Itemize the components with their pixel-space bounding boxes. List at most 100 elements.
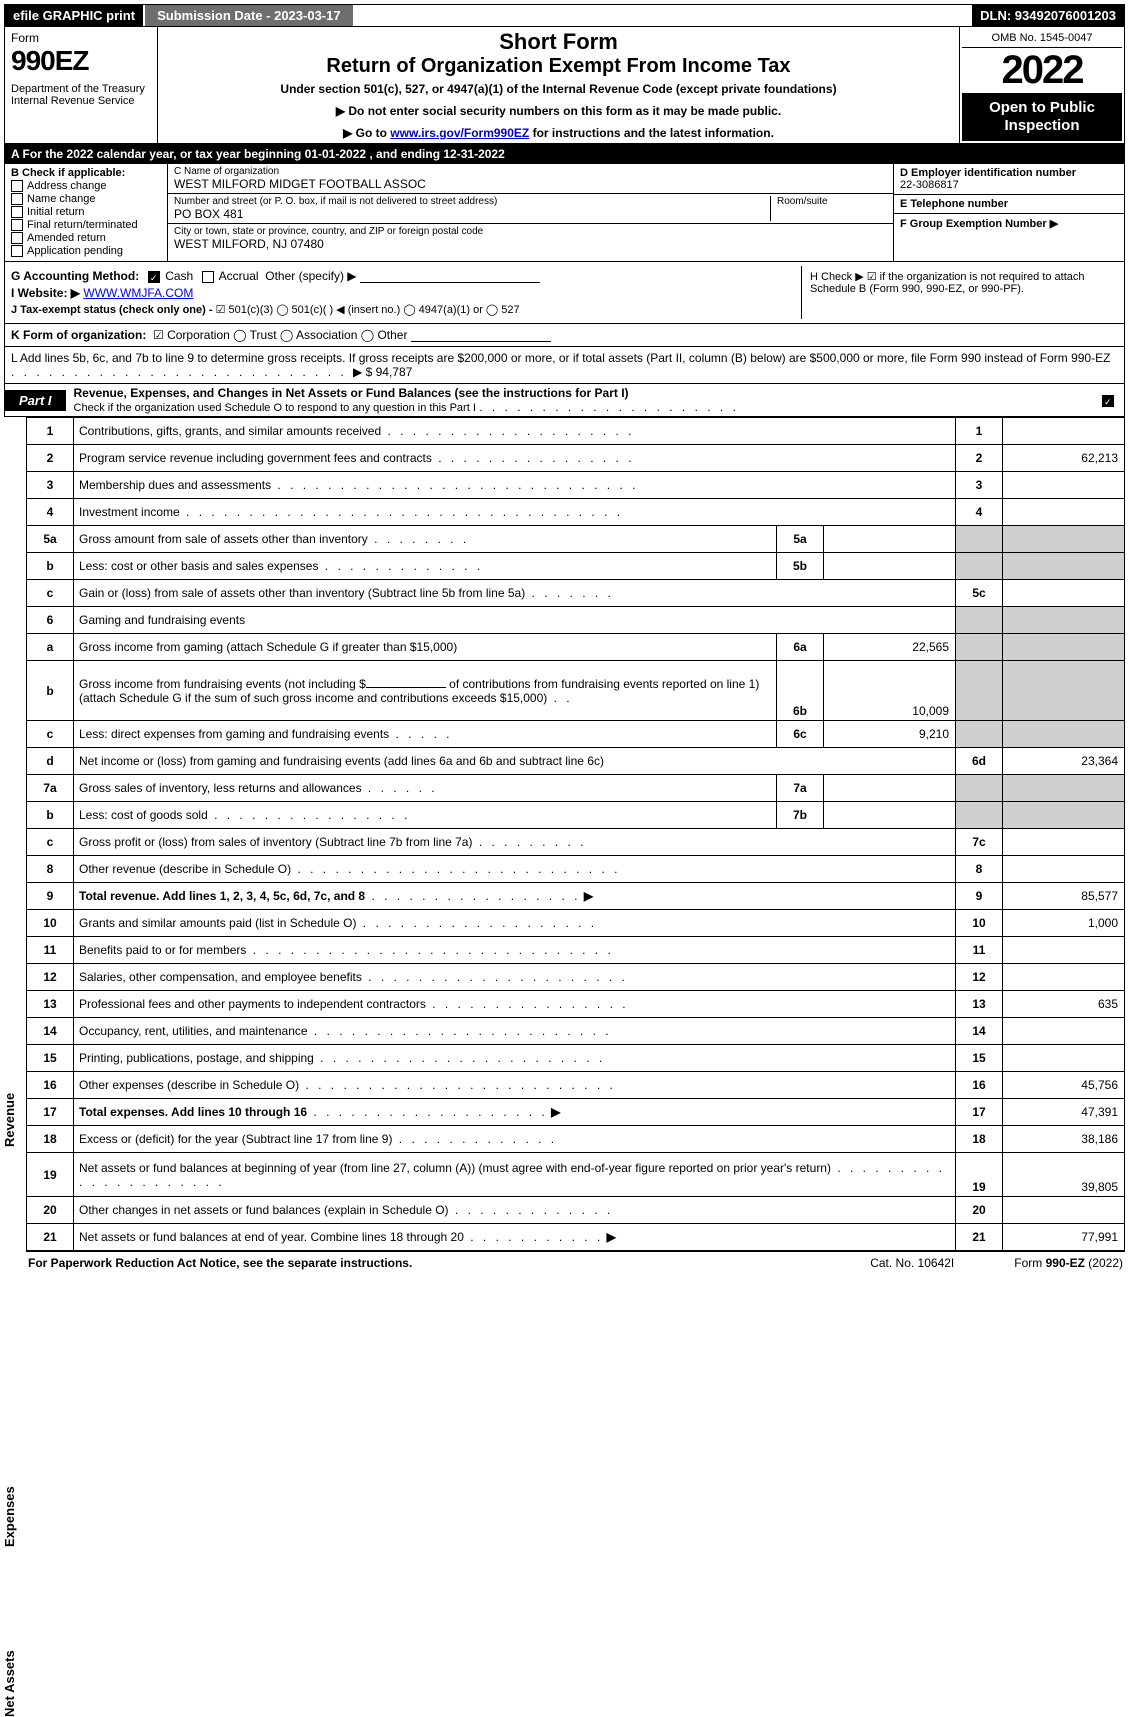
line-17: 17Total expenses. Add lines 10 through 1… — [27, 1099, 1125, 1126]
h-text: H Check ▶ ☑ if the organization is not r… — [810, 271, 1085, 295]
line-6d: dNet income or (loss) from gaming and fu… — [27, 748, 1125, 775]
line-8: 8Other revenue (describe in Schedule O) … — [27, 856, 1125, 883]
l-dots: . . . . . . . . . . . . . . . . . . . . … — [11, 365, 353, 379]
section-bcdef: B Check if applicable: Address change Na… — [4, 164, 1125, 262]
line-15: 15Printing, publications, postage, and s… — [27, 1045, 1125, 1072]
part1-title: Revenue, Expenses, and Changes in Net As… — [66, 384, 1100, 416]
line-5a: 5aGross amount from sale of assets other… — [27, 526, 1125, 553]
d-ein: D Employer identification number 22-3086… — [894, 164, 1124, 195]
chk-final-return[interactable]: Final return/terminated — [11, 219, 161, 231]
org-street: PO BOX 481 — [174, 207, 770, 221]
footer-catno: Cat. No. 10642I — [870, 1256, 954, 1270]
part1-sub: Check if the organization used Schedule … — [74, 402, 476, 414]
b-header: B Check if applicable: — [11, 167, 161, 179]
footer-left: For Paperwork Reduction Act Notice, see … — [28, 1256, 412, 1270]
row-k: K Form of organization: ☑ Corporation ◯ … — [4, 323, 1125, 346]
submission-date: Submission Date - 2023-03-17 — [143, 5, 355, 26]
j-line: J Tax-exempt status (check only one) - ☑… — [11, 303, 801, 316]
side-label-expenses: Expenses — [2, 1486, 17, 1547]
form-label: Form — [11, 31, 151, 45]
website-link[interactable]: WWW.WMJFA.COM — [83, 286, 193, 300]
omb-number: OMB No. 1545-0047 — [962, 29, 1122, 48]
dept-label: Department of the Treasury Internal Reve… — [11, 83, 151, 107]
row-l: L Add lines 5b, 6c, and 7b to line 9 to … — [4, 346, 1125, 384]
c-name-label: C Name of organization — [174, 166, 887, 177]
header-left: Form 990EZ Department of the Treasury In… — [5, 27, 158, 143]
i-label: I Website: ▶ — [11, 286, 80, 300]
line-3: 3Membership dues and assessments . . . .… — [27, 472, 1125, 499]
org-name: WEST MILFORD MIDGET FOOTBALL ASSOC — [174, 177, 887, 191]
irs-link[interactable]: www.irs.gov/Form990EZ — [390, 126, 529, 140]
side-label-netassets: Net Assets — [2, 1650, 17, 1717]
c-street-row: Number and street (or P. O. box, if mail… — [168, 194, 893, 224]
k-other-line — [411, 341, 551, 342]
title-short-form: Short Form — [164, 29, 953, 55]
note2-pre: ▶ Go to — [343, 126, 390, 140]
c-city-label: City or town, state or province, country… — [174, 226, 887, 237]
g-block: G Accounting Method: Cash Accrual Other … — [11, 266, 801, 319]
line-5c: cGain or (loss) from sale of assets othe… — [27, 580, 1125, 607]
line-16: 16Other expenses (describe in Schedule O… — [27, 1072, 1125, 1099]
chk-application-pending[interactable]: Application pending — [11, 245, 161, 257]
line-19: 19Net assets or fund balances at beginni… — [27, 1153, 1125, 1197]
line-12: 12Salaries, other compensation, and empl… — [27, 964, 1125, 991]
efile-label: efile GRAPHIC print — [5, 5, 143, 26]
j-label: J Tax-exempt status (check only one) - — [11, 304, 213, 316]
line-20: 20Other changes in net assets or fund ba… — [27, 1197, 1125, 1224]
header-right: OMB No. 1545-0047 2022 Open to Public In… — [959, 27, 1124, 143]
org-city: WEST MILFORD, NJ 07480 — [174, 237, 887, 251]
line-6b: bGross income from fundraising events (n… — [27, 661, 1125, 721]
line-21: 21Net assets or fund balances at end of … — [27, 1224, 1125, 1251]
lines-table: 1Contributions, gifts, grants, and simil… — [26, 417, 1125, 1251]
chk-address-change[interactable]: Address change — [11, 180, 161, 192]
line-6: 6Gaming and fundraising events — [27, 607, 1125, 634]
chk-cash[interactable] — [148, 271, 160, 283]
f-label: F Group Exemption Number ▶ — [900, 218, 1058, 230]
h-block: H Check ▶ ☑ if the organization is not r… — [801, 266, 1118, 319]
header-center: Short Form Return of Organization Exempt… — [158, 27, 959, 143]
other-specify-line — [360, 282, 540, 283]
i-line: I Website: ▶ WWW.WMJFA.COM — [11, 286, 801, 300]
col-b: B Check if applicable: Address change Na… — [5, 164, 168, 261]
line-9: 9Total revenue. Add lines 1, 2, 3, 4, 5c… — [27, 883, 1125, 910]
row-gh: G Accounting Method: Cash Accrual Other … — [4, 262, 1125, 323]
chk-accrual[interactable] — [202, 271, 214, 283]
e-label: E Telephone number — [900, 198, 1118, 210]
chk-name-change[interactable]: Name change — [11, 193, 161, 205]
d-label: D Employer identification number — [900, 167, 1118, 179]
line-13: 13Professional fees and other payments t… — [27, 991, 1125, 1018]
line-10: 10Grants and similar amounts paid (list … — [27, 910, 1125, 937]
subtitle: Under section 501(c), 527, or 4947(a)(1)… — [164, 82, 953, 96]
line-7c: cGross profit or (loss) from sales of in… — [27, 829, 1125, 856]
c-city-row: City or town, state or province, country… — [168, 224, 893, 253]
part1-tab: Part I — [5, 390, 66, 411]
line-7b: bLess: cost of goods sold . . . . . . . … — [27, 802, 1125, 829]
part1-schedule-o-check[interactable] — [1100, 393, 1124, 407]
line-6c: cLess: direct expenses from gaming and f… — [27, 721, 1125, 748]
line-11: 11Benefits paid to or for members . . . … — [27, 937, 1125, 964]
chk-amended-return[interactable]: Amended return — [11, 232, 161, 244]
k-label: K Form of organization: — [11, 328, 146, 342]
lines-wrap: Revenue Expenses Net Assets 1Contributio… — [4, 417, 1125, 1251]
part1-header: Part I Revenue, Expenses, and Changes in… — [4, 384, 1125, 417]
room-label: Room/suite — [777, 196, 887, 207]
col-d: D Employer identification number 22-3086… — [893, 164, 1124, 261]
line-6a: aGross income from gaming (attach Schedu… — [27, 634, 1125, 661]
line-2: 2Program service revenue including gover… — [27, 445, 1125, 472]
row-a: A For the 2022 calendar year, or tax yea… — [4, 144, 1125, 164]
side-label-revenue: Revenue — [2, 1093, 17, 1147]
dln: DLN: 93492076001203 — [972, 5, 1124, 26]
title-main: Return of Organization Exempt From Incom… — [164, 55, 953, 78]
c-name-row: C Name of organization WEST MILFORD MIDG… — [168, 164, 893, 194]
j-opts: ☑ 501(c)(3) ◯ 501(c)( ) ◀ (insert no.) ◯… — [216, 304, 520, 316]
line-14: 14Occupancy, rent, utilities, and mainte… — [27, 1018, 1125, 1045]
note2-post: for instructions and the latest informat… — [529, 126, 774, 140]
line-5b: bLess: cost or other basis and sales exp… — [27, 553, 1125, 580]
e-phone: E Telephone number — [894, 195, 1124, 214]
footer-right: Form 990-EZ (2022) — [1014, 1256, 1123, 1270]
chk-initial-return[interactable]: Initial return — [11, 206, 161, 218]
line-18: 18Excess or (deficit) for the year (Subt… — [27, 1126, 1125, 1153]
c-street-label: Number and street (or P. O. box, if mail… — [174, 196, 770, 207]
top-bar: efile GRAPHIC print Submission Date - 20… — [4, 4, 1125, 27]
g-line: G Accounting Method: Cash Accrual Other … — [11, 269, 801, 283]
